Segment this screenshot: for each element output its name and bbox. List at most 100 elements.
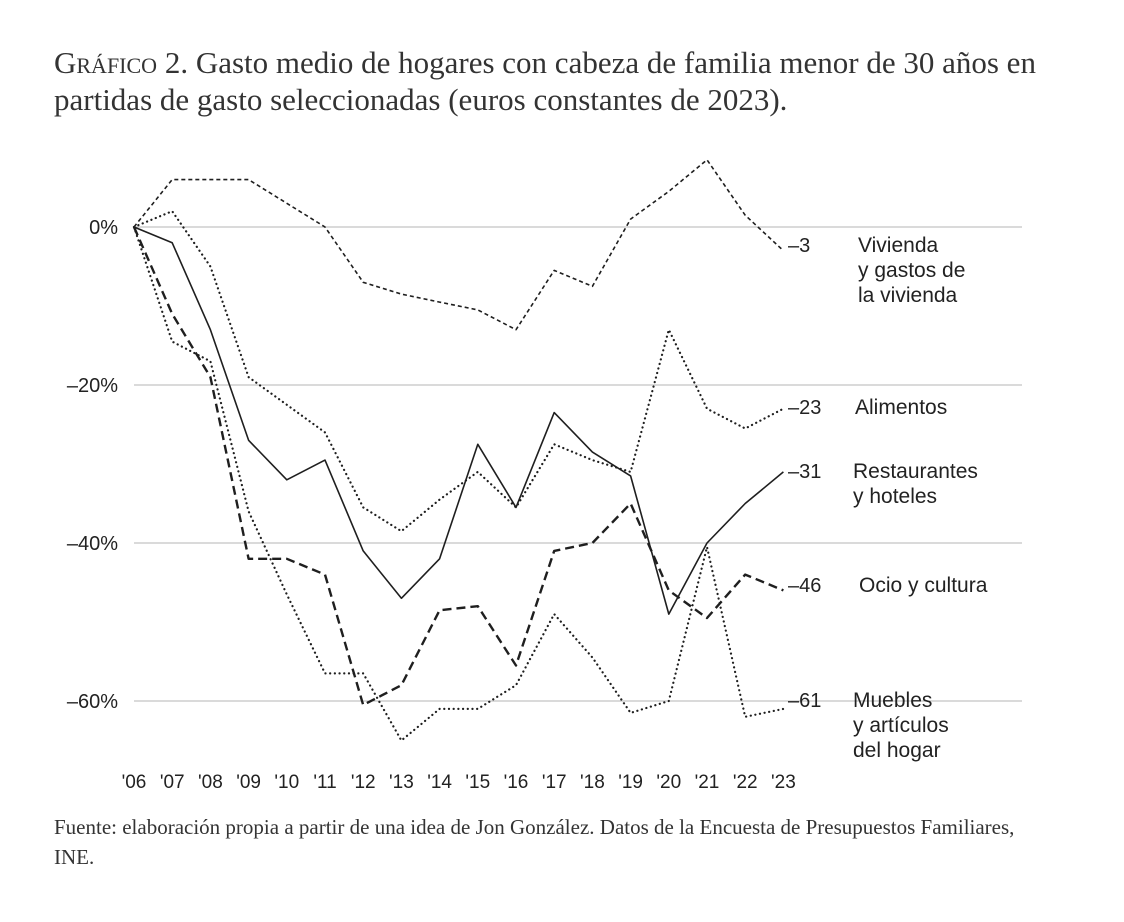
x-tick-label: '23 (771, 772, 796, 793)
data-point (171, 178, 173, 180)
data-point (744, 427, 746, 429)
data-point (629, 471, 631, 473)
data-point (400, 293, 402, 295)
data-point (782, 708, 784, 710)
data-point (591, 285, 593, 287)
series-name-line: Muebles (853, 689, 932, 712)
series-end-value: –46 (788, 575, 821, 597)
data-point (553, 443, 555, 445)
x-tick-label: '14 (427, 772, 452, 793)
data-point (438, 558, 440, 560)
data-point (247, 439, 249, 441)
data-point (400, 739, 402, 741)
data-point (400, 597, 402, 599)
data-point (477, 708, 479, 710)
data-point (782, 408, 784, 410)
data-point (477, 309, 479, 311)
series-end-value: –61 (788, 690, 821, 712)
data-point (744, 716, 746, 718)
data-point (209, 376, 211, 378)
data-point (209, 360, 211, 362)
data-point (515, 329, 517, 331)
series-name-line: Alimentos (855, 396, 947, 419)
series-name-line: y artículos (853, 714, 949, 737)
series-line (132, 226, 784, 707)
x-tick-label: '09 (236, 772, 261, 793)
chart-source-note: Fuente: elaboración propia a partir de u… (54, 812, 1054, 872)
gridlines (134, 226, 1022, 702)
x-tick-label: '13 (389, 772, 414, 793)
x-tick-label: '07 (160, 772, 185, 793)
data-point (553, 411, 555, 413)
x-tick-label: '11 (313, 772, 336, 793)
series-labels: –3 Vivienda y gastos de la vivienda –23 Alime… (788, 234, 988, 762)
series-lines (132, 159, 785, 742)
data-point (362, 550, 364, 552)
series-name-label: Restaurantes y hoteles (853, 460, 978, 508)
data-point (324, 459, 326, 461)
data-point (286, 558, 288, 560)
series-name-label: Alimentos (855, 396, 947, 419)
data-point (553, 550, 555, 552)
data-point (438, 498, 440, 500)
x-tick-label: '10 (274, 772, 299, 793)
data-point (744, 502, 746, 504)
data-point (171, 340, 173, 342)
y-axis-ticks: 0% –20% –40% –60% (67, 217, 118, 713)
data-point (782, 471, 784, 473)
data-point (782, 589, 784, 591)
data-point (400, 684, 402, 686)
data-point (515, 664, 517, 666)
data-point (362, 704, 364, 706)
data-point (286, 479, 288, 481)
data-point (438, 708, 440, 710)
data-point (477, 605, 479, 607)
x-tick-label: '08 (198, 772, 223, 793)
data-point (209, 265, 211, 267)
chart-title-text: Gasto medio de hogares con cabeza de fam… (54, 45, 1036, 117)
x-tick-label: '15 (465, 772, 490, 793)
data-point (247, 510, 249, 512)
data-point (247, 178, 249, 180)
series-name-label: Muebles y artículos del hogar (853, 689, 949, 762)
data-point (324, 431, 326, 433)
data-point (629, 712, 631, 714)
data-point (553, 269, 555, 271)
series-name-label: Vivienda y gastos de la vivienda (858, 234, 965, 307)
data-point (744, 214, 746, 216)
data-point (515, 506, 517, 508)
data-point (362, 506, 364, 508)
data-point (209, 329, 211, 331)
data-point (324, 573, 326, 575)
x-tick-label: '06 (122, 772, 147, 793)
series-line (133, 159, 784, 331)
data-point (668, 589, 670, 591)
data-point (706, 159, 708, 161)
data-point (362, 281, 364, 283)
data-point (324, 226, 326, 228)
x-axis-ticks: '06 '07 '08 '09 '10 '11 '12 '13 '14 '15 '16 '17 '18 '… (122, 772, 796, 793)
y-tick-label: –40% (67, 533, 118, 555)
y-tick-label: 0% (89, 217, 118, 239)
data-point (247, 376, 249, 378)
data-point (324, 672, 326, 674)
data-point (209, 178, 211, 180)
data-point (477, 471, 479, 473)
series-line (133, 226, 784, 615)
chart-title: Gráfico 2. Gasto medio de hogares con ca… (54, 44, 1084, 118)
data-point (706, 408, 708, 410)
series-line (132, 210, 785, 533)
data-point (706, 617, 708, 619)
y-tick-label: –20% (67, 375, 118, 397)
data-point (362, 672, 364, 674)
x-tick-label: '16 (504, 772, 529, 793)
series-name-line: y hoteles (853, 485, 937, 508)
x-tick-label: '18 (580, 772, 605, 793)
data-point (668, 190, 670, 192)
series-name-line: y gastos de (858, 259, 965, 282)
data-point (706, 546, 708, 548)
series-name-line: del hogar (853, 739, 941, 762)
series-name-line: Ocio y cultura (859, 574, 988, 597)
data-point (591, 459, 593, 461)
data-point (171, 313, 173, 315)
